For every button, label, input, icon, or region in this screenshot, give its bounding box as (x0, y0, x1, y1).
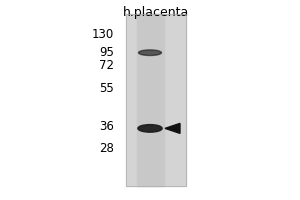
Text: 55: 55 (99, 82, 114, 95)
Ellipse shape (139, 50, 161, 55)
Ellipse shape (138, 125, 162, 132)
Text: 95: 95 (99, 46, 114, 59)
Bar (136, 14, 164, 186)
Polygon shape (165, 123, 180, 133)
Text: 72: 72 (99, 59, 114, 72)
Bar (126, 14, 186, 186)
Text: 130: 130 (92, 28, 114, 41)
Text: 36: 36 (99, 120, 114, 133)
Bar (126, 14, 186, 186)
Text: h.placenta: h.placenta (123, 6, 189, 19)
Text: 28: 28 (99, 142, 114, 155)
